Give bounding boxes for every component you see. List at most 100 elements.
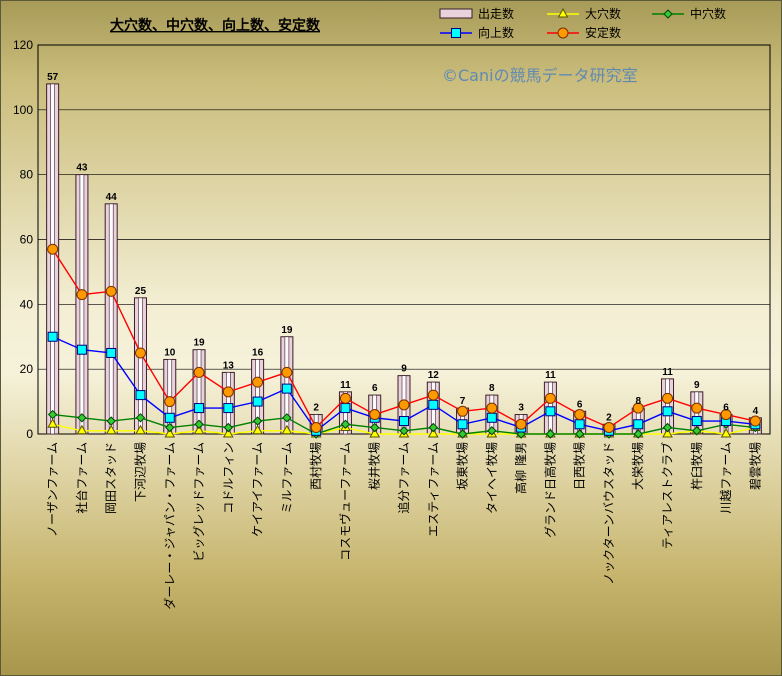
bar-label: 10 bbox=[164, 347, 176, 358]
marker-circle bbox=[427, 389, 439, 401]
legend-label: 安定数 bbox=[585, 25, 621, 40]
bar-inner bbox=[50, 83, 55, 435]
marker-diamond bbox=[252, 416, 263, 426]
legend-label: 大穴数 bbox=[585, 6, 621, 21]
legend-swatch bbox=[439, 8, 473, 19]
marker-square bbox=[164, 412, 175, 423]
series-circle bbox=[47, 243, 761, 434]
marker-triangle bbox=[76, 424, 88, 435]
marker-diamond bbox=[663, 9, 673, 19]
x-tick-label: 日西牧場 bbox=[573, 442, 587, 490]
bar bbox=[75, 174, 89, 435]
x-tick-label: エスティファーム bbox=[426, 442, 440, 537]
bar-label: 11 bbox=[340, 380, 351, 391]
y-tick-label: 40 bbox=[20, 297, 34, 311]
marker-circle bbox=[369, 409, 381, 421]
bar-label: 9 bbox=[401, 364, 407, 375]
legend-label: 出走数 bbox=[478, 6, 514, 21]
marker-square bbox=[457, 419, 468, 430]
marker-diamond bbox=[545, 429, 556, 439]
marker-circle bbox=[662, 392, 674, 404]
x-tick-label: 川越ファーム bbox=[719, 442, 733, 514]
y-tick-label: 20 bbox=[20, 362, 34, 376]
x-tick-label: 社台ファーム bbox=[74, 442, 89, 514]
marker-circle bbox=[486, 402, 498, 414]
bar-label: 44 bbox=[106, 192, 118, 203]
x-tick-label: 岡田スタッド bbox=[104, 442, 118, 514]
marker-circle bbox=[339, 392, 351, 404]
marker-diamond bbox=[370, 422, 380, 433]
bar-label: 9 bbox=[694, 380, 700, 391]
x-tick-label: ノーザンファーム bbox=[46, 442, 60, 537]
marker-circle bbox=[193, 366, 205, 378]
marker-square bbox=[486, 412, 497, 423]
x-tick-label: ダーレー・ジャパン・ファーム bbox=[162, 442, 177, 610]
series-diamond bbox=[47, 409, 761, 439]
bar-label: 8 bbox=[635, 396, 641, 407]
x-tick-label: 桜井牧場 bbox=[368, 442, 382, 490]
marker-square bbox=[252, 396, 263, 407]
marker-diamond bbox=[399, 426, 409, 436]
marker-circle bbox=[544, 392, 556, 404]
marker-triangle bbox=[369, 427, 381, 438]
marker-square bbox=[47, 331, 58, 342]
marker-square bbox=[574, 419, 585, 430]
bar-label: 4 bbox=[753, 406, 759, 417]
bar-label: 13 bbox=[223, 360, 235, 371]
marker-triangle bbox=[193, 424, 205, 435]
marker-diamond bbox=[194, 419, 204, 429]
bar bbox=[104, 203, 118, 435]
marker-square bbox=[545, 406, 556, 417]
marker-circle bbox=[76, 289, 88, 301]
x-tick-label: 追分ファーム bbox=[396, 442, 411, 514]
marker-circle bbox=[134, 347, 146, 359]
y-tick-label: 120 bbox=[13, 38, 33, 52]
x-tick-label: 下河辺牧場 bbox=[133, 442, 147, 502]
x-tick-label: ティアレストクラブ bbox=[660, 442, 675, 549]
x-tick-label: 高柳 隆男 bbox=[513, 442, 528, 494]
marker-triangle bbox=[557, 7, 569, 18]
bar-label: 3 bbox=[518, 403, 524, 414]
watermark: ©Caniの競馬データ研究室 bbox=[442, 66, 638, 85]
legend-item: 大穴数 bbox=[547, 6, 621, 21]
y-tick-label: 100 bbox=[13, 103, 33, 117]
marker-triangle bbox=[662, 427, 673, 438]
marker-square bbox=[281, 383, 292, 394]
marker-diamond bbox=[574, 429, 585, 439]
marker-triangle bbox=[47, 418, 58, 428]
marker-square bbox=[340, 403, 351, 414]
marker-circle bbox=[398, 399, 410, 411]
bar-inner bbox=[108, 203, 114, 435]
bars bbox=[46, 83, 762, 435]
bar-label: 19 bbox=[193, 338, 205, 349]
marker-circle bbox=[164, 396, 176, 408]
y-tick-label: 80 bbox=[20, 168, 34, 182]
marker-diamond bbox=[692, 426, 702, 436]
marker-square bbox=[76, 344, 87, 355]
marker-circle bbox=[557, 27, 569, 39]
marker-triangle bbox=[164, 427, 176, 438]
marker-triangle bbox=[281, 424, 293, 435]
bar-label: 6 bbox=[577, 399, 583, 410]
x-tick-label: 坂東牧場 bbox=[456, 442, 470, 490]
bar-label: 7 bbox=[460, 396, 466, 407]
legend-item: 出走数 bbox=[439, 6, 514, 21]
marker-circle bbox=[720, 409, 732, 421]
marker-square bbox=[399, 416, 409, 427]
x-tick-label: ノックターンバウスタッド bbox=[602, 442, 616, 585]
legend-label: 向上数 bbox=[478, 25, 514, 40]
marker-diamond bbox=[47, 409, 58, 420]
chart-title: 大穴数、中穴数、向上数、安定数 bbox=[110, 17, 321, 33]
series-lines bbox=[47, 243, 761, 439]
marker-diamond bbox=[487, 426, 497, 436]
x-tick-label: タイヘイ牧場 bbox=[485, 442, 499, 514]
x-tick-label: グランド日高牧場 bbox=[542, 442, 557, 538]
series-square bbox=[47, 331, 761, 436]
bar-label: 6 bbox=[723, 403, 729, 414]
x-tick-label: 碧雲牧場 bbox=[748, 442, 762, 490]
marker-diamond bbox=[428, 422, 438, 433]
marker-circle bbox=[281, 366, 293, 378]
bar-label: 11 bbox=[545, 370, 556, 381]
marker-circle bbox=[603, 422, 615, 434]
